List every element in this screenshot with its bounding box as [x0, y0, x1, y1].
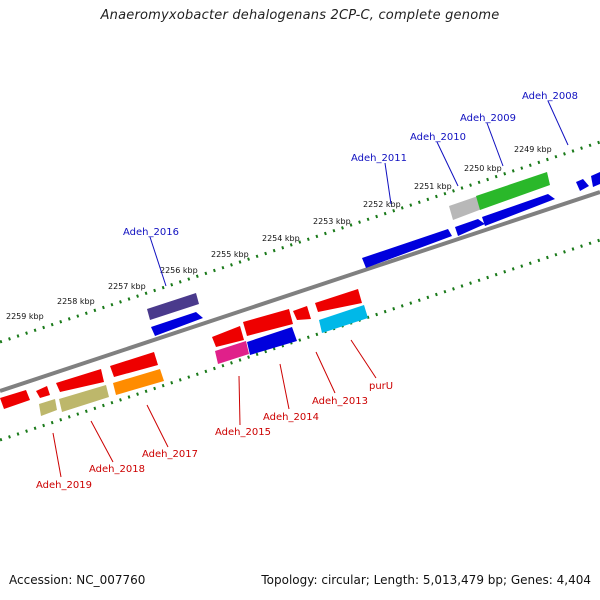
gene-arrow[interactable]: [315, 289, 362, 312]
gene-arrow[interactable]: [56, 369, 104, 392]
gene-feature[interactable]: [59, 385, 109, 412]
gene-feature[interactable]: [319, 305, 368, 333]
kbp-label: 2253 kbp: [313, 217, 351, 226]
gene-arrow[interactable]: [293, 306, 311, 320]
kbp-label: 2249 kbp: [514, 145, 552, 154]
forward-leaders: [149, 100, 569, 287]
kbp-label: 2256 kbp: [160, 266, 198, 275]
map-title: Anaeromyxobacter dehalogenans 2CP-C, com…: [100, 8, 500, 23]
gene-label-adeh-2014: Adeh_2014: [263, 412, 319, 423]
gene-label-adeh-2015: Adeh_2015: [215, 427, 271, 438]
gene-feature[interactable]: [215, 341, 249, 364]
kbp-label: 2252 kbp: [363, 200, 401, 209]
kbp-label: 2258 kbp: [57, 297, 95, 306]
gene-arrow[interactable]: [243, 309, 293, 336]
gene-label-adeh-2019: Adeh_2019: [36, 480, 92, 491]
gene-feature[interactable]: [113, 369, 164, 395]
gene-label-adeh-2017: Adeh_2017: [142, 449, 198, 460]
kbp-label: 2255 kbp: [211, 250, 249, 259]
gene-feature[interactable]: [39, 399, 57, 416]
reverse-leaders: [52, 339, 377, 478]
gene-arrow[interactable]: [591, 172, 600, 187]
gene-label-adeh-2009: Adeh_2009: [460, 113, 516, 124]
gene-label-adeh-2011: Adeh_2011: [351, 153, 407, 164]
gene-arrow[interactable]: [247, 327, 297, 355]
kbp-label: 2257 kbp: [108, 282, 146, 291]
gene-arrow[interactable]: [576, 179, 589, 191]
gene-arrow[interactable]: [0, 390, 30, 409]
outer-tick-row: [0, 140, 600, 344]
gene-label-adeh-2013: Adeh_2013: [312, 396, 368, 407]
gene-feature[interactable]: [449, 196, 482, 220]
kbp-label: 2254 kbp: [262, 234, 300, 243]
accession-text: Accession: NC_007760: [9, 573, 146, 587]
gene-arrow[interactable]: [110, 352, 158, 377]
gene-arrow[interactable]: [455, 219, 485, 236]
gene-label-adeh-2018: Adeh_2018: [89, 464, 145, 475]
gene-feature[interactable]: [147, 293, 199, 320]
forward-features: [147, 172, 600, 336]
kbp-label: 2251 kbp: [414, 182, 452, 191]
gene-feature[interactable]: [476, 172, 550, 210]
gene-arrow[interactable]: [482, 194, 555, 226]
gene-arrow[interactable]: [212, 326, 244, 347]
inner-tick-row: [0, 238, 600, 442]
gene-arrow[interactable]: [362, 229, 452, 268]
gene-arrow[interactable]: [151, 312, 203, 336]
gene-label-adeh-2016: Adeh_2016: [123, 227, 179, 238]
reverse-features: [0, 289, 368, 416]
gene-label-adeh-2010: Adeh_2010: [410, 132, 466, 143]
gene-label-adeh-2008: Adeh_2008: [522, 91, 578, 102]
gene-label-puru: purU: [369, 381, 393, 392]
genome-backbone: [0, 190, 600, 393]
gene-arrow[interactable]: [36, 386, 50, 398]
kbp-label: 2250 kbp: [464, 164, 502, 173]
kbp-label: 2259 kbp: [6, 312, 44, 321]
summary-text: Topology: circular; Length: 5,013,479 bp…: [261, 573, 591, 587]
